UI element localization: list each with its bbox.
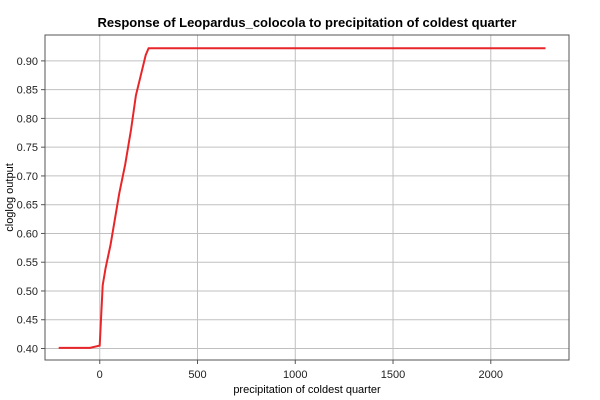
y-tick-label: 0.85 <box>17 85 38 97</box>
y-tick-label: 0.90 <box>17 56 38 68</box>
y-tick-label: 0.70 <box>17 171 38 183</box>
x-tick-label: 2000 <box>479 369 503 381</box>
grid-lines <box>45 35 569 360</box>
x-tick-label: 1000 <box>283 369 307 381</box>
y-tick-label: 0.80 <box>17 113 38 125</box>
x-tick-label: 0 <box>97 369 103 381</box>
y-axis-label: cloglog output <box>4 163 16 232</box>
y-tick-label: 0.45 <box>17 315 38 327</box>
plot-frame <box>44 34 570 361</box>
y-tick-label: 0.55 <box>17 257 38 269</box>
x-tick-label: 1500 <box>381 369 405 381</box>
y-tick-label: 0.60 <box>17 228 38 240</box>
chart-title: Response of Leopardus_colocola to precip… <box>98 15 517 30</box>
x-tick-label: 500 <box>188 369 206 381</box>
response-curve <box>58 47 546 349</box>
x-axis: 0 500 1000 1500 2000 <box>97 360 503 381</box>
y-tick-label: 0.65 <box>17 200 38 212</box>
y-tick-label: 0.50 <box>17 286 38 298</box>
y-tick-label: 0.40 <box>17 343 38 355</box>
y-axis: 0.40 0.45 0.50 0.55 0.60 0.65 0.70 0.75 0.80 0.85… <box>17 56 45 355</box>
series-layer <box>58 47 546 349</box>
y-tick-label: 0.75 <box>17 142 38 154</box>
x-axis-label: precipitation of coldest quarter <box>233 384 381 396</box>
